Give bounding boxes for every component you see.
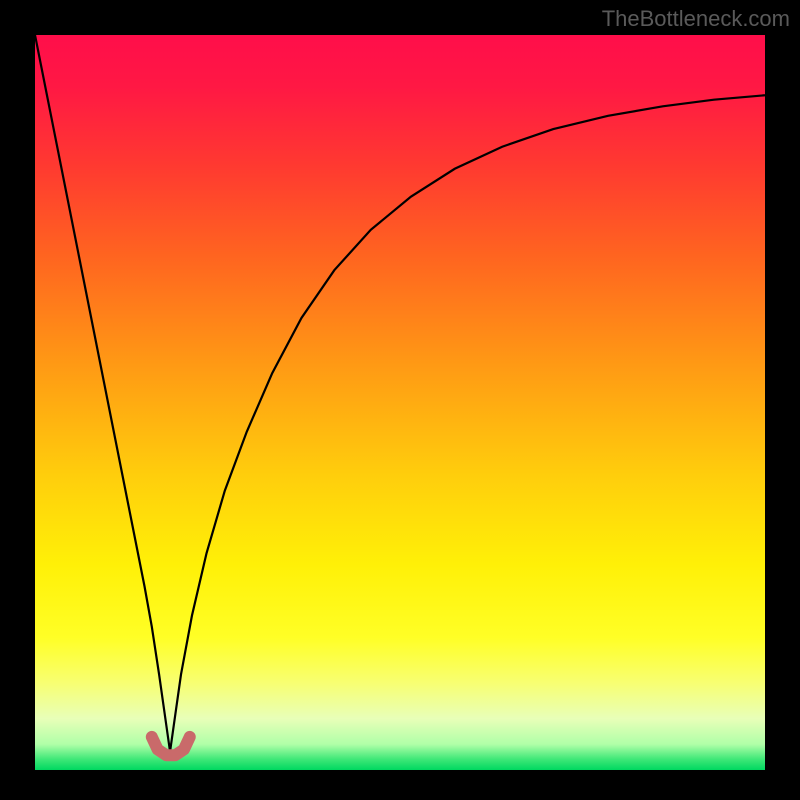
- bottleneck-chart: [0, 0, 800, 800]
- plot-background-gradient: [35, 35, 765, 770]
- watermark-text: TheBottleneck.com: [602, 6, 790, 32]
- chart-container: TheBottleneck.com: [0, 0, 800, 800]
